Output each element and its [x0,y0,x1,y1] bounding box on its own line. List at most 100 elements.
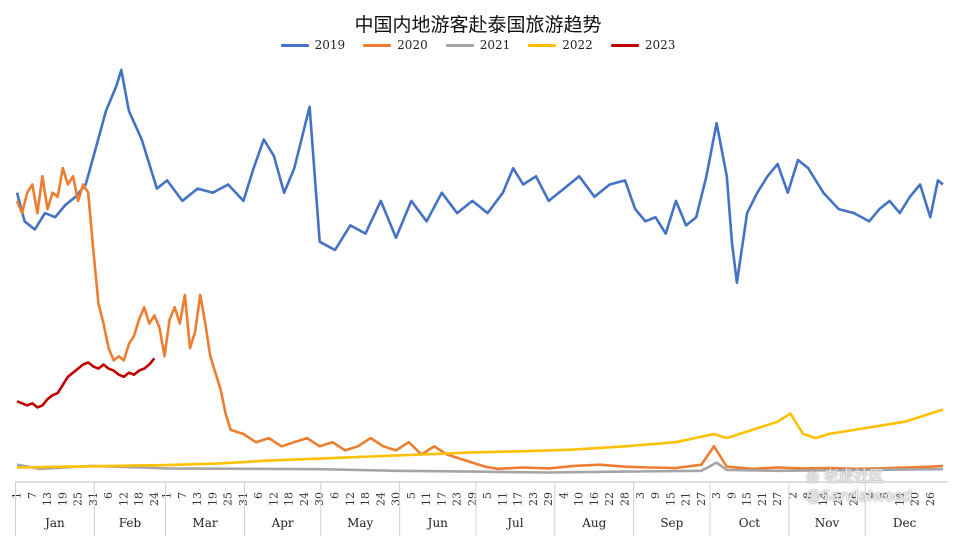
x-tick-label: 14 [893,492,906,506]
month-label: Nov [815,516,840,530]
watermark-text-2: @Sandalwood [806,487,913,505]
x-tick-label: 26 [847,492,860,506]
x-tick-label: 17 [512,492,525,506]
x-tick-label: 12 [117,492,130,506]
series-line-2023 [16,357,156,409]
month-label: Feb [119,516,142,530]
legend-item-2019: 2019 [280,38,346,52]
x-tick-label: 11 [420,492,433,506]
x-tick-label: 7 [176,492,189,499]
month-label: Aug [581,516,606,530]
x-tick-label: 25 [222,492,235,506]
x-tick-label: 27 [695,492,708,506]
x-tick-label: 22 [603,492,616,506]
x-tick-label: 17 [435,492,448,506]
x-tick-label: 1 [161,492,174,499]
x-tick-label: 12 [267,492,280,506]
x-tick-label: 31 [237,492,250,506]
x-tick-label: 13 [41,492,54,506]
legend-label: 2022 [562,38,593,52]
x-tick-label: 18 [283,492,296,506]
x-tick-label: 5 [405,492,418,499]
series-line-2022 [16,408,944,469]
x-tick-label: 26 [924,492,937,506]
x-tick-label: 29 [466,492,479,506]
x-tick-label: 24 [374,492,387,506]
legend-item-2020: 2020 [363,38,428,52]
month-label: Jul [505,516,524,530]
x-tick-label: 6 [252,492,265,499]
legend-swatch [280,43,309,47]
x-tick-label: 7 [26,492,39,499]
x-tick-label: 20 [832,492,845,506]
x-tick-label: 15 [741,492,754,506]
legend: 2019 2020 2021 2022 2023 [0,38,956,52]
month-label: Jun [426,516,449,530]
x-tick-label: 20 [909,492,922,506]
legend-item-2021: 2021 [445,38,511,52]
month-label: Apr [271,516,294,530]
x-tick-label: 2 [863,492,876,499]
x-tick-label: 30 [313,492,326,506]
x-tick-label: 6 [328,492,341,499]
watermark: ◎ 老虎社区 @Sandalwood [806,466,912,506]
x-tick-label: 9 [649,492,662,499]
x-tick-label: 25 [72,492,85,506]
x-tick-label: 21 [680,492,693,506]
x-axis: 1 7 13 19 25 31 6 12 18 24 1 7 13 19 25 31 6 12 18 24 30 6 12 1… [11,481,948,536]
x-tick-label: 3 [710,492,723,499]
watermark-text-1: ◎ 老虎社区 [806,467,884,485]
legend-label: 2019 [314,38,346,52]
x-tick-label: 2 [786,492,799,499]
x-tick-label: 15 [664,492,677,506]
legend-swatch [445,43,474,47]
x-tick-label: 14 [817,492,830,506]
month-label: Jan [43,516,65,530]
x-tick-label: 18 [359,492,372,506]
x-tick-label: 24 [148,492,161,506]
legend-label: 2023 [644,38,676,52]
x-tick-label: 29 [542,492,555,506]
x-tick-label: 3 [634,492,647,499]
legend-swatch [610,43,639,47]
x-tick-label: 18 [133,492,146,506]
x-tick-label: 6 [102,492,115,499]
x-tick-label: 19 [56,492,69,506]
x-tick-label: 5 [481,492,494,499]
series-line-2020 [15,166,944,471]
x-tick-label: 16 [588,492,601,506]
x-tick-label: 31 [87,492,100,506]
x-tick-label: 12 [344,492,357,506]
x-tick-label: 1 [11,492,24,499]
x-tick-label: 10 [573,492,586,506]
x-tick-label: 23 [451,492,464,506]
legend-swatch [528,43,557,47]
legend-item-2023: 2023 [610,38,676,52]
month-label: May [347,516,373,530]
month-label: Oct [739,516,761,530]
x-tick-label: 28 [619,492,632,506]
x-tick-label: 8 [878,492,891,499]
series-layer [15,68,944,474]
x-tick-label: 30 [390,492,403,506]
x-tick-label: 19 [206,492,219,506]
legend-item-2022: 2022 [528,38,593,52]
series-line-2019 [15,68,944,285]
legend-label: 2021 [479,38,511,52]
x-tick-label: 9 [725,492,738,499]
legend-label: 2020 [397,38,428,52]
x-tick-label: 13 [191,492,204,506]
x-tick-label: 21 [756,492,769,506]
month-label: Dec [893,516,917,530]
x-tick-label: 11 [496,492,509,506]
x-tick-label: 27 [771,492,784,506]
x-tick-label: 24 [298,492,311,506]
x-tick-label: 4 [557,492,570,499]
x-tick-label: 8 [802,492,815,499]
month-label: Mar [192,516,217,530]
x-tick-label: 23 [527,492,540,506]
legend-swatch [363,43,392,47]
chart-title: 中国内地游客赴泰国旅游趋势 [354,14,602,36]
month-label: Sep [660,516,683,530]
